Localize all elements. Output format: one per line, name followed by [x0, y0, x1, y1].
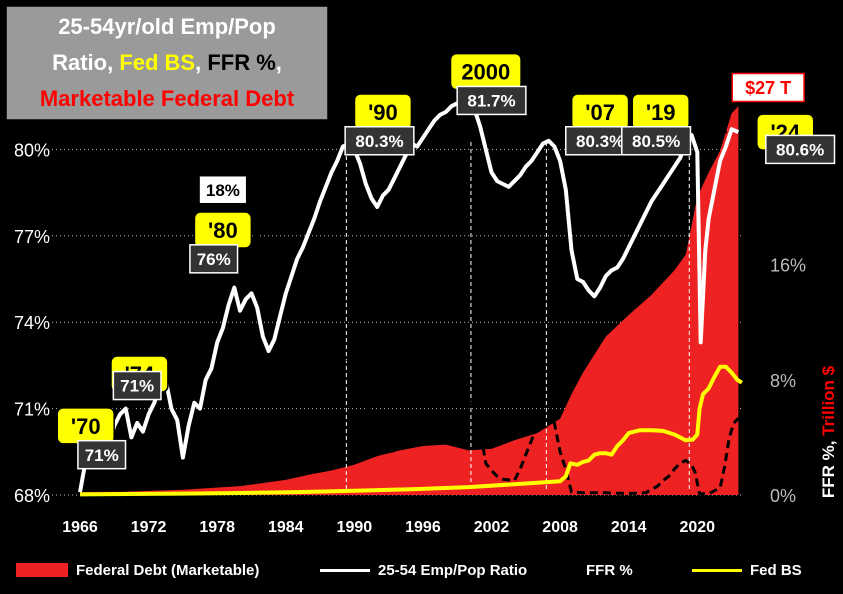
- callout-1980-label: '80: [208, 218, 238, 243]
- callout-2000-pct-label: 81.7%: [467, 92, 515, 111]
- title-box: [5, 5, 329, 121]
- callout-1990-label: '90: [368, 100, 398, 125]
- right-axis-tick-label: 16%: [770, 256, 806, 276]
- chart-plot: 68%71%74%77%80%0%8%16%24%196619721978198…: [5, 5, 838, 536]
- callout-2007-label: '07: [585, 100, 615, 125]
- legend-item: Federal Debt (Marketable): [16, 561, 259, 579]
- x-axis-tick-label: 2002: [474, 519, 510, 536]
- callout-2000-label: 2000: [461, 60, 510, 85]
- x-axis-tick-label: 1984: [268, 519, 304, 536]
- callout-1990-pct-box: [344, 126, 415, 156]
- callout-1970-pct-box: [77, 439, 127, 470]
- callout-1974-pct-label: 71%: [120, 377, 154, 396]
- callout-debt-box: [731, 72, 805, 103]
- x-axis-tick-label: 1972: [131, 519, 167, 536]
- x-axis-tick-label: 1966: [62, 519, 98, 536]
- callout-1970-pct-label: 71%: [85, 446, 119, 465]
- left-axis-tick-label: 80%: [14, 140, 50, 160]
- legend-label: FFR %: [586, 561, 633, 579]
- legend-label: 25-54 Emp/Pop Ratio: [378, 561, 528, 579]
- callout-2000-pct-box: [456, 85, 527, 116]
- legend-label: Federal Debt (Marketable): [76, 561, 260, 579]
- callout-2024-pct-label: 80.6%: [776, 141, 824, 160]
- legend-item: Fed BS: [692, 561, 802, 579]
- legend-item: 25-54 Emp/Pop Ratio: [320, 561, 527, 579]
- chart-title-line: Marketable Federal Debt: [40, 86, 295, 111]
- series-fed-bs-line: [79, 364, 743, 497]
- legend-swatch: [531, 567, 579, 573]
- left-axis-tick-label: 68%: [14, 486, 50, 506]
- x-axis-tick-label: 1996: [405, 519, 441, 536]
- callout-2019-pct-label: 80.5%: [632, 132, 680, 151]
- legend-swatch: [692, 568, 742, 572]
- x-axis-tick-label: 2008: [542, 519, 578, 536]
- right-axis-title: FFR %, Trillion $: [819, 365, 838, 498]
- callout-2024-pct-box: [765, 134, 836, 165]
- callout-1980-pct-box: [189, 244, 239, 274]
- x-axis-tick-label: 2014: [611, 519, 647, 536]
- series-ffr-line: [78, 234, 740, 496]
- chart-title-line: Ratio, Fed BS, FFR %,: [52, 50, 282, 75]
- legend-item: FFR %: [531, 561, 633, 579]
- right-axis-tick-label: 8%: [770, 371, 796, 391]
- callout-2019-pct-box: [621, 126, 692, 156]
- left-axis-tick-label: 74%: [14, 313, 50, 333]
- left-axis-tick-label: 71%: [14, 400, 50, 420]
- callout-1974-pct-box: [112, 370, 162, 401]
- callout-1980-pct-label: 76%: [197, 250, 231, 269]
- series-federal-debt-area: [80, 106, 739, 495]
- legend-swatch: [320, 568, 370, 572]
- x-axis-tick-label: 1990: [337, 519, 373, 536]
- x-axis-tick-label: 2020: [679, 519, 715, 536]
- right-axis-tick-label: 0%: [770, 486, 796, 506]
- callout-2019-label: '19: [646, 100, 676, 125]
- x-axis-tick-label: 1978: [199, 519, 235, 536]
- chart-title-line: 25-54yr/old Emp/Pop: [58, 14, 276, 39]
- callout-2007-pct-label: 80.3%: [576, 132, 624, 151]
- callout-ffr-18-box: [198, 174, 248, 205]
- callout-ffr-18-label: 18%: [206, 181, 240, 200]
- callout-debt-label: $27 T: [745, 78, 791, 98]
- legend-swatch: [16, 563, 68, 577]
- callout-1970-label: '70: [71, 414, 101, 439]
- legend-label: Fed BS: [750, 561, 802, 579]
- left-axis-tick-label: 77%: [14, 227, 50, 247]
- callout-1990-pct-label: 80.3%: [355, 132, 403, 151]
- chart-legend: Federal Debt (Marketable) 25-54 Emp/Pop R…: [2, 547, 841, 592]
